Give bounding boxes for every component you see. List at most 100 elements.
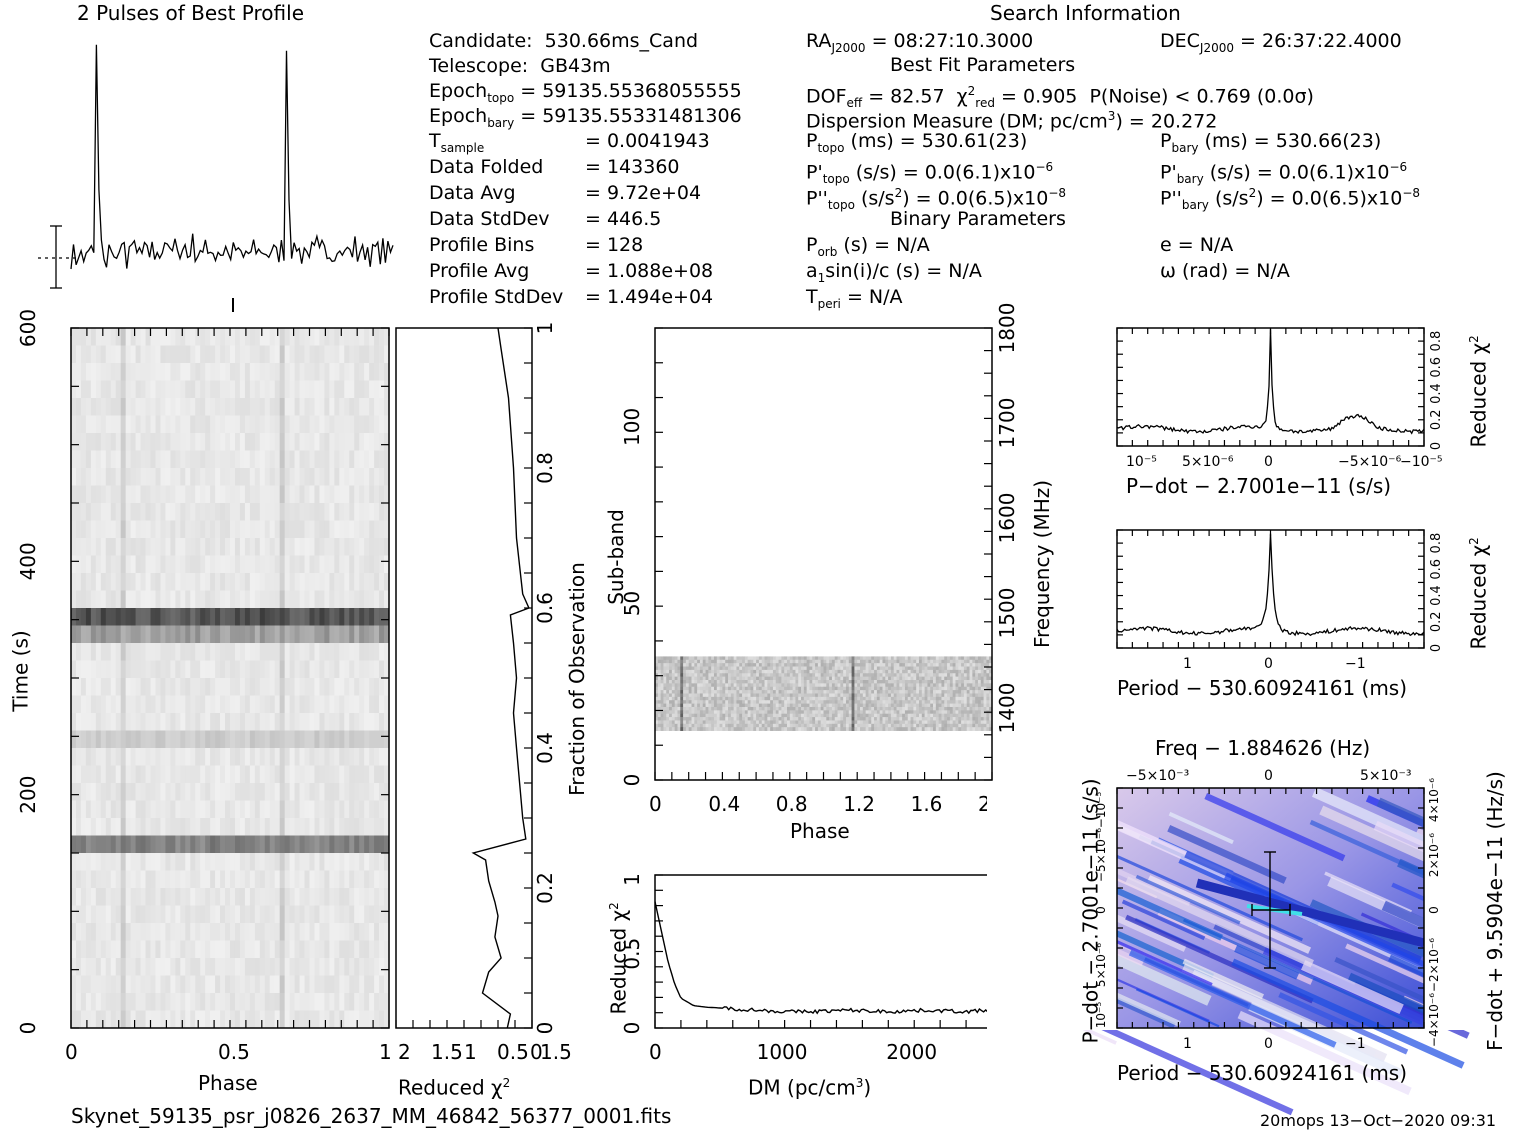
heatmap-cell [85, 345, 92, 364]
subband-cell [781, 656, 785, 661]
heatmap-cell [220, 345, 226, 364]
subband-cell [767, 693, 771, 698]
subband-cell [753, 717, 757, 721]
heatmap-cell [225, 765, 231, 784]
heatmap-cell [155, 923, 161, 941]
heatmap-cell [264, 713, 271, 731]
subband-cell [733, 693, 737, 698]
subband-cell [860, 696, 864, 701]
heatmap-cell [200, 818, 206, 836]
subband-cell [719, 690, 723, 694]
heatmap-cell [314, 853, 320, 871]
heatmap-cell [374, 1010, 380, 1029]
subband-cell [899, 717, 903, 721]
heatmap-cell [264, 573, 271, 591]
heatmap-cell [185, 468, 191, 486]
subband-cell [845, 690, 850, 694]
subband-cell [801, 683, 805, 688]
subband-cell [876, 700, 881, 704]
heatmap-cell [180, 940, 186, 959]
heatmap-cell [299, 695, 306, 714]
subband-cell [826, 676, 830, 681]
heatmap-cell [200, 678, 206, 696]
subband-cell [725, 683, 729, 688]
subband-cell [784, 663, 788, 667]
subband-cell [820, 669, 824, 674]
subband-cell [983, 656, 987, 661]
heatmap-cell [324, 993, 330, 1011]
heatmap-cell [309, 415, 315, 434]
heatmap-cell [234, 520, 241, 539]
heatmap-cell [115, 398, 122, 416]
heatmap-cell [309, 660, 315, 679]
subband-cell [705, 717, 709, 721]
subband-cell [916, 656, 920, 661]
subband-cell [947, 669, 951, 674]
subband-cell [761, 717, 765, 721]
subband-cell [955, 696, 959, 701]
subband-cell [803, 696, 808, 701]
heatmap-cell [369, 503, 375, 521]
heatmap-cell [170, 730, 176, 749]
heatmap-cell [264, 958, 271, 976]
subband-cell [815, 703, 819, 708]
subband-cell [904, 680, 909, 684]
subband-cell [837, 686, 841, 691]
subband-cell [655, 659, 659, 664]
heatmap-cell [369, 730, 375, 749]
subband-cell [823, 683, 827, 688]
heatmap-cell [294, 695, 301, 714]
heatmap-cell [384, 800, 390, 819]
subband-cell [893, 713, 897, 718]
heatmap-cell [234, 905, 241, 924]
heatmap-cell [279, 800, 286, 819]
heatmap-cell [130, 695, 137, 714]
heatmap-cell [314, 940, 320, 959]
subband-cell [753, 656, 757, 661]
heatmap-cell [354, 748, 360, 766]
subband-cell [865, 690, 869, 694]
subband-cell [786, 693, 791, 698]
heatmap-cell [349, 1010, 355, 1029]
subband-cell [840, 673, 844, 678]
heatmap-cell [254, 765, 261, 784]
subband-cell [728, 686, 732, 691]
heatmap-cell [160, 538, 166, 556]
heatmap-cell [80, 608, 87, 626]
subband-cell [935, 717, 940, 721]
heatmap-cell [354, 625, 360, 644]
subband-cell [713, 710, 718, 715]
heatmap-cell [279, 713, 286, 731]
heatmap-cell [110, 468, 117, 486]
heatmap-cell [284, 940, 291, 959]
heatmap-cell [269, 730, 276, 749]
subband-cell [815, 696, 819, 701]
heatmap-cell [384, 503, 390, 521]
heatmap-cell [71, 940, 77, 959]
subband-cell [733, 673, 737, 678]
heatmap-cell [379, 573, 385, 591]
heatmap-cell [135, 660, 142, 679]
heatmap-cell [354, 765, 360, 784]
heatmap-cell [105, 818, 112, 836]
heatmap-cell [304, 853, 310, 871]
heatmap-cell [165, 853, 171, 871]
heatmap-cell [185, 345, 191, 364]
subband-cell [975, 696, 979, 701]
subband-cell [896, 703, 900, 708]
heatmap-cell [264, 468, 271, 486]
subband-cell [719, 693, 723, 698]
heatmap-cell [125, 503, 132, 521]
heatmap-cell [110, 660, 117, 679]
heatmap-cell [71, 433, 77, 451]
subband-cell [918, 713, 923, 718]
heatmap-cell [289, 835, 296, 854]
heatmap-cell [364, 625, 370, 644]
heatmap-cell [195, 695, 201, 714]
subband-cell [980, 703, 984, 708]
subband-cell [969, 717, 973, 721]
subband-cell [865, 676, 869, 681]
heatmap-cell [125, 345, 132, 364]
heatmap-cell [384, 538, 390, 556]
heatmap-cell [200, 380, 206, 399]
